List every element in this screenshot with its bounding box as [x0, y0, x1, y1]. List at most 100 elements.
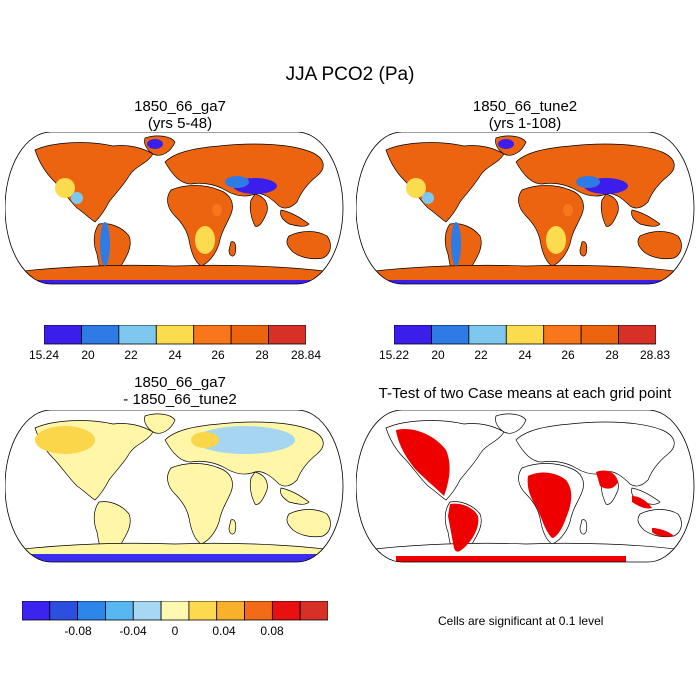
asia-low-area: [225, 176, 249, 188]
colorbar-diff-box-9: [271, 600, 301, 621]
cb-tune2-label-4: 26: [561, 348, 575, 362]
africa-mid-area: [546, 226, 566, 254]
africa-mid-area: [195, 226, 215, 254]
colorbar-diff-box-1: [49, 600, 79, 621]
colorbar-ga7-box-2: [118, 324, 157, 345]
colorbar-ga7-boxes: [43, 324, 307, 345]
map-ttest: [356, 410, 695, 563]
colorbar-ga7-box-4: [193, 324, 232, 345]
andes-low-area: [451, 222, 461, 266]
colorbar-diff-box-6: [188, 600, 218, 621]
colorbar-tune2-box-2: [468, 324, 507, 345]
colorbar-ga7-box-3: [155, 324, 195, 345]
globe-outline: [356, 132, 695, 285]
land-detail-ga7: [15, 139, 333, 284]
asia-low-area: [576, 176, 600, 188]
na-mid-area: [55, 178, 75, 198]
colorbar-tune2-box-4: [543, 324, 582, 345]
colorbar-tune2-box-1: [431, 324, 470, 345]
na-positive-area: [35, 426, 95, 454]
rockies-low-area: [422, 192, 434, 204]
panel-title-tune2: 1850_66_tune2 (yrs 1-108): [385, 98, 665, 132]
colorbar-diff-box-0: [21, 600, 51, 621]
sig-north-america: [396, 428, 450, 496]
antarctica-low-area: [15, 280, 333, 284]
colorbar-ga7-box-0: [43, 324, 82, 345]
panel-title-tune2-line2: (yrs 1-108): [488, 115, 562, 132]
sig-africa: [527, 472, 572, 538]
colorbar-tune2-boxes: [393, 324, 657, 345]
cb-diff-label-3: 0.04: [212, 624, 236, 638]
cb-ga7-label-2: 22: [124, 348, 138, 362]
colorbar-ga7: [43, 324, 307, 345]
cb-ga7-label-6: 28.84: [290, 348, 322, 362]
colorbar-diff-box-4: [132, 600, 162, 621]
colorbar-diff-box-2: [77, 600, 106, 621]
panel-title-ttest: T-Test of two Case means at each grid po…: [378, 385, 672, 402]
panel-title-ga7-line1: 1850_66_ga7: [134, 98, 226, 115]
greenland-low-area: [147, 139, 163, 149]
panel-title-ga7-line2: (yrs 5-48): [147, 115, 213, 132]
colorbar-tune2-box-5: [580, 324, 619, 345]
colorbar-tune2-box-6: [618, 324, 657, 345]
europe-positive-area: [191, 432, 219, 448]
cb-diff-label-1: -0.04: [119, 624, 147, 638]
map-diff: [5, 410, 344, 563]
colorbar-diff: [21, 600, 329, 621]
andes-low-area: [100, 222, 110, 266]
sig-antarctica: [396, 556, 626, 562]
cb-tune2-label-0: 15.22: [378, 348, 410, 362]
ethiopia-area: [212, 204, 222, 216]
colorbar-ga7-box-6: [268, 324, 307, 345]
colorbar-tune2: [393, 324, 657, 345]
panel-title-tune2-line1: 1850_66_tune2: [472, 98, 578, 115]
ethiopia-area: [563, 204, 573, 216]
sig-se-asia: [632, 496, 652, 509]
antarctica-low-area: [366, 280, 684, 284]
panel-title-ga7: 1850_66_ga7 (yrs 5-48): [40, 98, 320, 132]
sig-australia: [652, 528, 674, 537]
eurasia-negative-area: [195, 426, 295, 454]
colorbar-tune2-box-3: [505, 324, 545, 345]
cb-tune2-label-3: 24: [518, 348, 532, 362]
cb-tune2-label-6: 28.83: [639, 348, 671, 362]
colorbar-diff-boxes: [21, 600, 329, 621]
land-detail-tune2: [366, 139, 684, 284]
globe-outline: [5, 132, 344, 285]
colorbar-ga7-box-1: [81, 324, 120, 345]
sig-india: [596, 470, 618, 489]
colorbar-diff-box-8: [244, 600, 273, 621]
colorbar-tune2-box-0: [393, 324, 432, 345]
panel-title-diff-line2: - 1850_66_tune2: [123, 391, 237, 408]
cb-tune2-label-5: 28: [605, 348, 619, 362]
cb-ga7-label-4: 26: [211, 348, 225, 362]
cb-diff-label-0: -0.08: [64, 624, 92, 638]
map-ga7: [5, 132, 344, 285]
greenland-low-area: [498, 139, 514, 149]
cb-diff-label-4: 0.08: [260, 624, 284, 638]
cb-ga7-label-0: 15.24: [28, 348, 60, 362]
cb-diff-label-2: 0: [171, 624, 179, 638]
panel-title-diff: 1850_66_ga7 - 1850_66_tune2: [40, 374, 320, 408]
na-mid-area: [406, 178, 426, 198]
cb-ga7-label-3: 24: [168, 348, 182, 362]
antarctica-negative-area: [15, 554, 333, 562]
colorbar-ga7-box-5: [230, 324, 269, 345]
panel-title-diff-line1: 1850_66_ga7: [134, 374, 226, 391]
globe-outline: [5, 410, 344, 563]
cb-ga7-label-1: 20: [81, 348, 95, 362]
colorbar-diff-box-5: [160, 600, 190, 621]
map-tune2: [356, 132, 695, 285]
globe-outline: [356, 410, 695, 563]
main-title: JJA PCO2 (Pa): [285, 64, 415, 85]
sig-south-america: [448, 503, 479, 552]
colorbar-diff-box-7: [216, 600, 245, 621]
significance-note: Cells are significant at 0.1 level: [438, 614, 604, 628]
cb-tune2-label-1: 20: [431, 348, 445, 362]
significant-cells: [396, 428, 674, 562]
cb-tune2-label-2: 22: [474, 348, 488, 362]
colorbar-diff-box-3: [105, 600, 134, 621]
rockies-low-area: [71, 192, 83, 204]
cb-ga7-label-5: 28: [255, 348, 269, 362]
land-diff-detail: [15, 426, 333, 562]
